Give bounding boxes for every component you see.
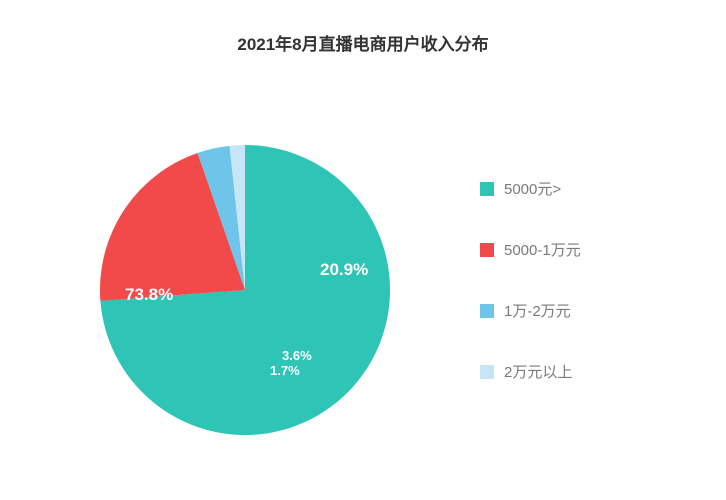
legend-label: 5000元> — [504, 178, 561, 199]
pie-slice-label: 73.8% — [125, 285, 173, 304]
legend-swatch — [480, 365, 494, 379]
legend: 5000元> 5000-1万元 1万-2万元 2万元以上 — [470, 168, 706, 382]
pie-chart-container: 2021年8月直播电商用户收入分布 73.8% 20.9% 3.6%1.7% 500… — [0, 0, 726, 500]
legend-item: 2万元以上 — [480, 361, 706, 382]
pie-svg: 73.8% 20.9% 3.6%1.7% — [20, 65, 470, 485]
legend-swatch — [480, 243, 494, 257]
legend-item: 5000-1万元 — [480, 239, 706, 260]
pie-slice-label: 20.9% — [320, 260, 368, 279]
chart-body: 73.8% 20.9% 3.6%1.7% 5000元> 5000-1万元 1万-2万元 2… — [20, 65, 706, 485]
pie-slice-label: 3.6% — [282, 348, 312, 363]
legend-label: 2万元以上 — [504, 361, 572, 382]
legend-item: 1万-2万元 — [480, 300, 706, 321]
chart-title: 2021年8月直播电商用户收入分布 — [20, 30, 706, 55]
pie-slice-label: 1.7% — [270, 363, 300, 378]
pie-area: 73.8% 20.9% 3.6%1.7% — [20, 65, 470, 485]
legend-swatch — [480, 182, 494, 196]
legend-label: 1万-2万元 — [504, 300, 571, 321]
legend-swatch — [480, 304, 494, 318]
legend-label: 5000-1万元 — [504, 239, 581, 260]
legend-item: 5000元> — [480, 178, 706, 199]
